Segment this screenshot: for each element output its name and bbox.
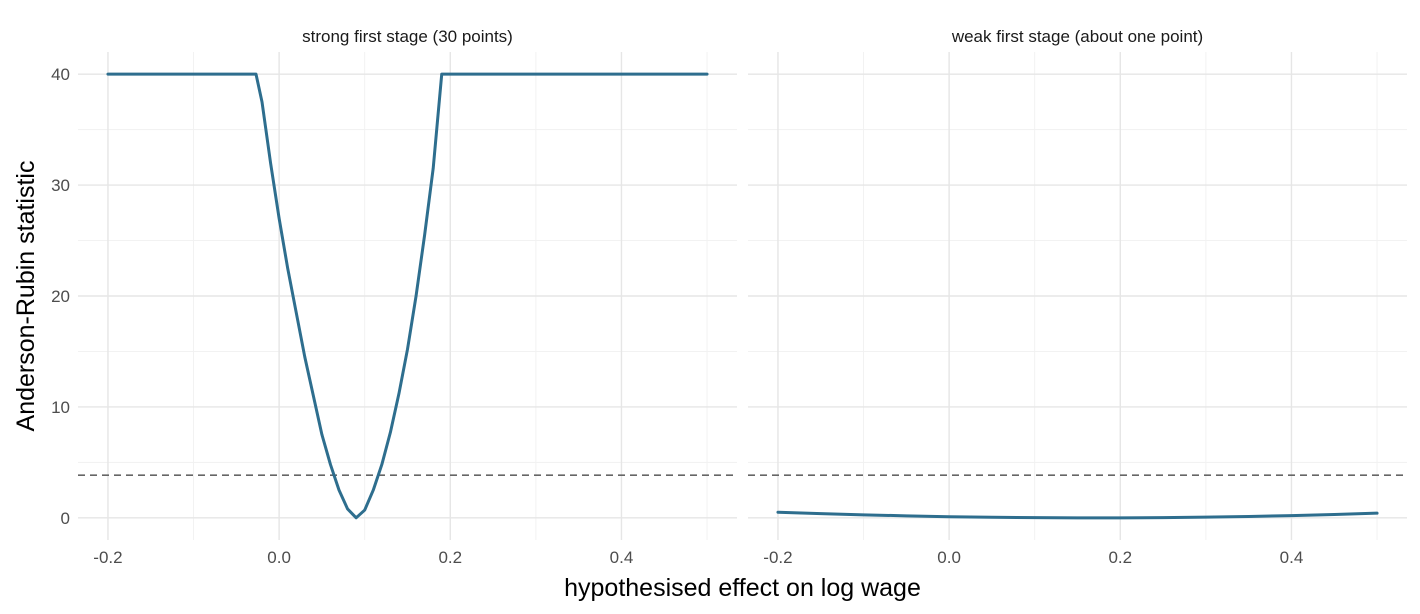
x-tick-label: 0.2 xyxy=(438,548,462,567)
x-tick-label: 0.0 xyxy=(267,548,291,567)
panel-gridlines xyxy=(748,52,1407,540)
y-axis-title: Anderson-Rubin statistic xyxy=(12,161,40,432)
panel-strong-first-stage: strong first stage (30 points) -0.2 0.0 0.… xyxy=(78,27,737,567)
panel-title: strong first stage (30 points) xyxy=(302,27,513,46)
x-tick-labels: -0.2 0.0 0.2 0.4 xyxy=(763,548,1303,567)
x-axis-title: hypothesised effect on log wage xyxy=(564,574,921,602)
x-tick-label: 0.4 xyxy=(1280,548,1304,567)
panel-title: weak first stage (about one point) xyxy=(951,27,1203,46)
panel-weak-first-stage: weak first stage (about one point) -0.2 0… xyxy=(748,27,1407,567)
y-tick-label: 20 xyxy=(51,287,70,306)
x-tick-label: -0.2 xyxy=(93,548,122,567)
y-tick-labels: 0 10 20 30 40 xyxy=(51,65,70,528)
x-tick-label: -0.2 xyxy=(763,548,792,567)
y-tick-label: 0 xyxy=(61,509,70,528)
x-tick-labels: -0.2 0.0 0.2 0.4 xyxy=(93,548,633,567)
ar-statistic-line xyxy=(776,510,1379,520)
y-tick-label: 10 xyxy=(51,398,70,417)
ar-statistic-line xyxy=(106,72,709,520)
y-tick-label: 40 xyxy=(51,65,70,84)
x-tick-label: 0.4 xyxy=(610,548,634,567)
x-tick-label: 0.2 xyxy=(1108,548,1132,567)
y-tick-label: 30 xyxy=(51,176,70,195)
panel-gridlines xyxy=(78,52,737,540)
x-tick-label: 0.0 xyxy=(937,548,961,567)
